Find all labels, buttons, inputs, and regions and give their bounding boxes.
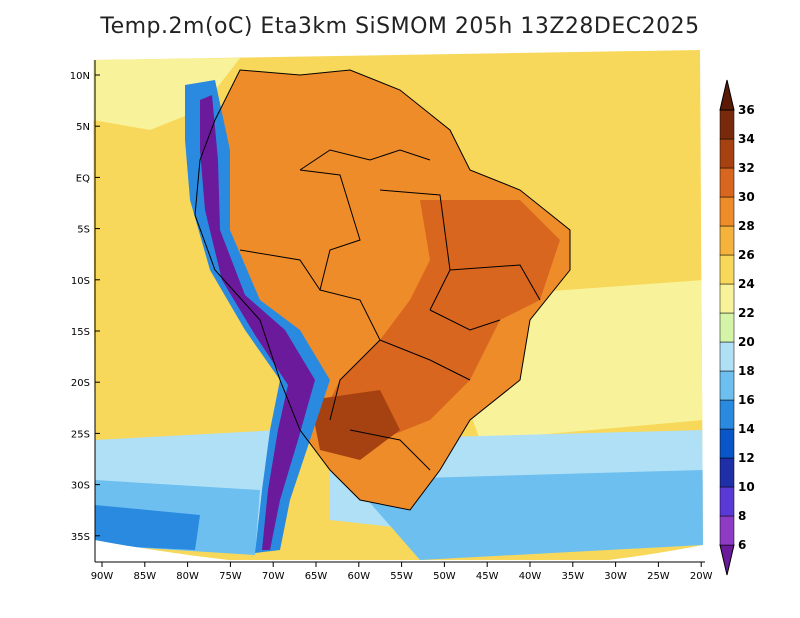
temperature-field xyxy=(93,50,703,560)
border-states-3 xyxy=(429,309,501,331)
ocean-north-band xyxy=(93,58,240,130)
lat-tick-label: 10S xyxy=(71,276,90,287)
colorbar-band xyxy=(719,515,735,546)
lon-tick-label: 70W xyxy=(262,571,285,582)
colorbar-band xyxy=(719,225,735,256)
map-title: Temp.2m(oC) Eta3km SiSMOM 205h 13Z28DEC2… xyxy=(100,14,700,39)
lat-tick-label: 35S xyxy=(71,532,90,543)
colorbar-label: 26 xyxy=(738,248,755,262)
colorbar-band xyxy=(719,283,735,314)
lon-tick-label: 90W xyxy=(91,571,114,582)
lon-tick-label: 80W xyxy=(176,571,199,582)
colorbar-label: 22 xyxy=(738,306,755,320)
land-hot-chaco xyxy=(310,390,400,460)
lat-tick-label: 15S xyxy=(71,327,90,338)
lat-tick-label: EQ xyxy=(76,173,90,184)
colorbar-max-arrow xyxy=(719,79,735,111)
colorbar-label: 12 xyxy=(738,451,755,465)
colorbar-label: 6 xyxy=(738,538,746,552)
lon-tick-label: 20W xyxy=(690,571,713,582)
border-brazil-north xyxy=(299,149,431,171)
colorbar-min-arrow xyxy=(719,544,735,576)
lon-tick-label: 60W xyxy=(347,571,370,582)
colorbar-label: 34 xyxy=(738,132,755,146)
border-states-4 xyxy=(379,339,471,381)
lon-tick-label: 35W xyxy=(561,571,584,582)
borders xyxy=(194,69,571,511)
colorbar-label: 28 xyxy=(738,219,755,233)
axes xyxy=(94,60,705,563)
lon-tick-label: 65W xyxy=(305,571,328,582)
border-andean xyxy=(239,249,321,291)
colorbar: 6 8 10 12 14 16 18 20 22 24 26 28 30 32 34 36 xyxy=(719,79,755,576)
colorbar-label: 32 xyxy=(738,161,755,175)
colorbar-band xyxy=(719,428,735,459)
colorbar-label: 8 xyxy=(738,509,746,523)
colorbar-band xyxy=(719,341,735,372)
colorbar-band xyxy=(719,457,735,488)
colorbar-band xyxy=(719,167,735,198)
colorbar-band xyxy=(719,196,735,227)
colorbar-band xyxy=(719,399,735,430)
land-hot xyxy=(320,200,560,450)
colorbar-label: 24 xyxy=(738,277,755,291)
border-states-5 xyxy=(349,429,431,471)
border-states-1 xyxy=(379,189,451,311)
border-states-2 xyxy=(449,264,541,301)
colorbar-label: 16 xyxy=(738,393,755,407)
colorbar-band xyxy=(719,486,735,517)
lat-tick-label: 25S xyxy=(71,429,90,440)
lon-tick-label: 30W xyxy=(604,571,627,582)
colorbar-label: 30 xyxy=(738,190,755,204)
colorbar-band xyxy=(719,312,735,343)
lon-tick-label: 85W xyxy=(133,571,156,582)
lat-tick-label: 5S xyxy=(77,225,90,236)
lat-tick-label: 30S xyxy=(71,481,90,492)
latitude-ticks: 10N 5N EQ 5S 10S 15S 20S 25S 30S 35S xyxy=(70,71,100,543)
colorbar-label: 14 xyxy=(738,422,755,436)
colorbar-band xyxy=(719,254,735,285)
colorbar-label: 36 xyxy=(738,103,755,117)
colorbar-label: 18 xyxy=(738,364,755,378)
colorbar-band xyxy=(719,370,735,401)
lon-tick-label: 55W xyxy=(390,571,413,582)
lon-tick-label: 45W xyxy=(476,571,499,582)
colorbar-band xyxy=(719,109,735,140)
lon-tick-label: 40W xyxy=(519,571,542,582)
colorbar-band xyxy=(719,138,735,169)
lat-tick-label: 5N xyxy=(76,122,90,133)
lon-tick-label: 75W xyxy=(219,571,242,582)
colorbar-label: 20 xyxy=(738,335,755,349)
andes-cold-core xyxy=(200,95,315,550)
pacific-south-blue xyxy=(95,505,200,550)
lat-tick-label: 10N xyxy=(70,71,90,82)
lat-tick-label: 20S xyxy=(71,378,90,389)
lon-tick-label: 25W xyxy=(647,571,670,582)
lon-tick-label: 50W xyxy=(433,571,456,582)
longitude-ticks: 90W 85W 80W 75W 70W 65W 60W 55W 50W 45W 40W 35W 30W 2… xyxy=(91,562,713,582)
coastline xyxy=(194,69,571,511)
colorbar-label: 10 xyxy=(738,480,755,494)
ocean-south-cyan xyxy=(350,470,703,560)
